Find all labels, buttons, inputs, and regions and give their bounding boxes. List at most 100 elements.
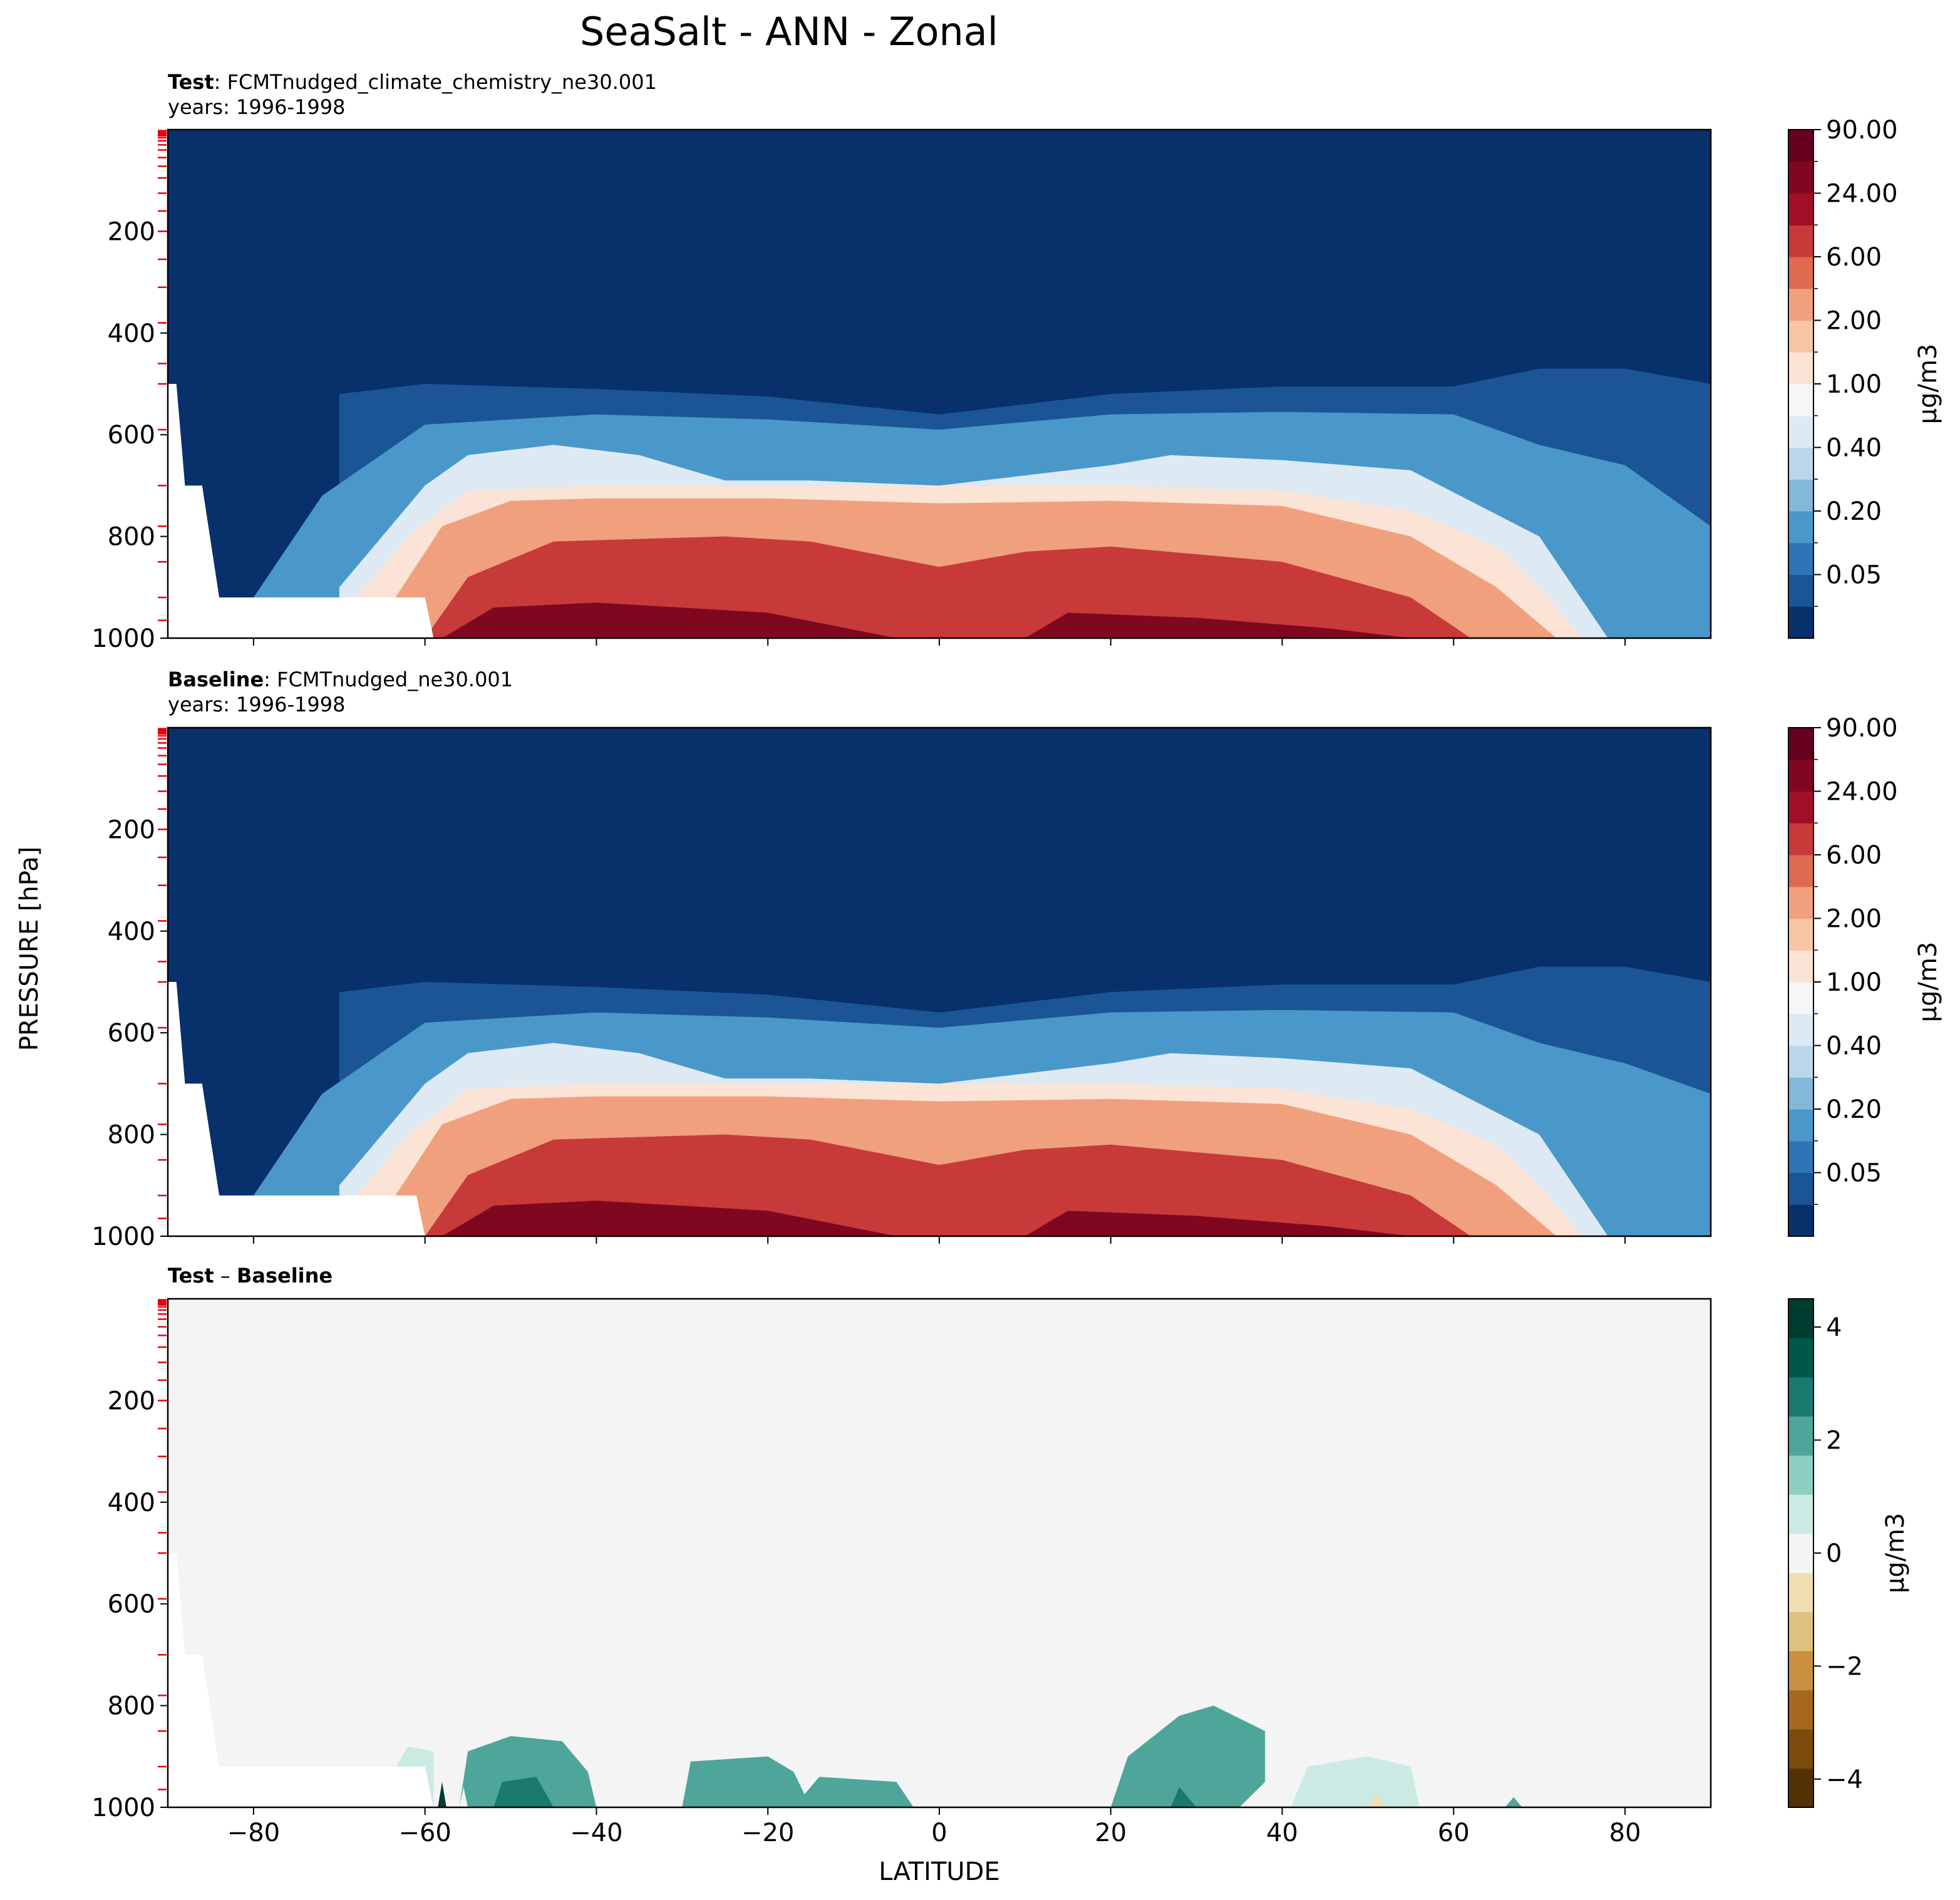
anomaly-8 — [1170, 1787, 1197, 1807]
colorbar-segment — [1788, 886, 1813, 919]
y-tick-label: 400 — [108, 917, 155, 946]
anomaly-10 — [1368, 1794, 1385, 1807]
colorbar-segment — [1788, 1651, 1813, 1691]
y-tick-label: 800 — [108, 1692, 155, 1721]
y-tick-label: 200 — [108, 217, 155, 246]
diff-panel-title: Test – Baseline — [168, 1264, 333, 1288]
y-tick-label: 200 — [108, 815, 155, 844]
colorbar-tick-label: 2 — [1826, 1427, 1842, 1455]
colorbar-tick-label: −4 — [1826, 1765, 1863, 1794]
anomaly-1 — [459, 1736, 597, 1807]
colorbar-units-label: μg/m3 — [1914, 942, 1942, 1023]
colorbar-segment — [1788, 728, 1813, 760]
colorbar-tick-label: 0.20 — [1826, 497, 1882, 526]
colorbar-segment — [1788, 225, 1813, 257]
anomaly-7 — [1110, 1705, 1266, 1807]
colorbar-segment — [1788, 950, 1813, 983]
colorbar-segment — [1788, 855, 1813, 887]
colorbar-segment — [1788, 1109, 1813, 1142]
colorbar-segment — [1788, 161, 1813, 194]
diff-label-test: Test — [168, 1264, 214, 1288]
x-tick-label: −40 — [570, 1819, 622, 1847]
x-tick-label: 60 — [1438, 1819, 1470, 1847]
diff-colorbar: 4 2 0 −2 −4 μg/m3 — [1788, 1298, 1910, 1808]
colorbar-segment — [1788, 1611, 1813, 1651]
colorbar-segment — [1788, 511, 1813, 544]
baseline-panel-years: years: 1996-1998 — [168, 693, 345, 716]
x-tick-label: −60 — [398, 1819, 451, 1847]
colorbar-segment — [1788, 1338, 1813, 1378]
colorbar-segment — [1788, 918, 1813, 951]
colorbar-tick-label: 2.00 — [1826, 905, 1882, 934]
colorbar-segment — [1788, 574, 1813, 607]
colorbar-segment — [1788, 606, 1813, 639]
masked-region — [168, 1553, 434, 1807]
test-label-case: : FCMTnudged_climate_chemistry_ne30.001 — [214, 70, 657, 94]
anomaly-5 — [682, 1756, 811, 1807]
colorbar-segment — [1788, 1376, 1813, 1417]
colorbar-tick-label: −2 — [1826, 1652, 1863, 1681]
contour-fill-background — [168, 1299, 1711, 1807]
anomaly-9 — [1291, 1756, 1420, 1807]
colorbar-segment — [1788, 1416, 1813, 1456]
colorbar-segment — [1788, 982, 1813, 1015]
colorbar-segment — [1788, 1455, 1813, 1495]
baseline-label-case: : FCMTnudged_ne30.001 — [264, 668, 513, 691]
colorbar-segment — [1788, 288, 1813, 321]
contour-band-6 — [442, 602, 897, 638]
model-level-markers — [158, 1299, 167, 1790]
colorbar-tick-label: 6.00 — [1826, 243, 1882, 272]
y-tick-label: 200 — [108, 1386, 155, 1415]
colorbar-segment — [1788, 1140, 1813, 1174]
colorbar-segment — [1788, 542, 1813, 576]
x-tick-label: −20 — [741, 1819, 794, 1847]
colorbar-segment — [1788, 1572, 1813, 1613]
diff-label-op: – — [214, 1264, 237, 1288]
colorbar-segment — [1788, 352, 1813, 385]
contour-band-7 — [1024, 612, 1411, 638]
colorbar-segment — [1788, 320, 1813, 353]
colorbar-tick-label: 4 — [1826, 1313, 1842, 1342]
y-tick-label: 600 — [108, 421, 155, 450]
contour-band-6 — [442, 1200, 897, 1236]
colorbar-tick-label: 1.00 — [1826, 370, 1882, 399]
colorbar-segment — [1788, 257, 1813, 289]
diff-label-baseline: Baseline — [237, 1264, 333, 1288]
y-tick-label: 800 — [108, 523, 155, 552]
model-level-markers — [158, 130, 167, 621]
colorbar-tick-label: 0.40 — [1826, 1032, 1882, 1061]
y-tick-label: 600 — [108, 1019, 155, 1048]
test-plot: 200 400 600 800 1000 — [91, 128, 1712, 653]
anomaly-6 — [793, 1777, 914, 1807]
x-tick-label: 80 — [1609, 1819, 1641, 1847]
y-tick-label: 400 — [108, 319, 155, 348]
anomaly-2 — [493, 1777, 554, 1807]
x-tick-label: 20 — [1095, 1819, 1127, 1847]
colorbar-units-label: μg/m3 — [1914, 344, 1942, 425]
colorbar-tick-label: 0.05 — [1826, 561, 1882, 590]
colorbar-segment — [1788, 1204, 1813, 1237]
colorbar-tick-label: 24.00 — [1826, 778, 1898, 807]
colorbar-segment — [1788, 791, 1813, 824]
colorbar-tick-label: 24.00 — [1826, 180, 1898, 209]
colorbar-segment — [1788, 193, 1813, 225]
anomaly-3 — [438, 1782, 446, 1807]
colorbar-segment — [1788, 823, 1813, 855]
test-panel-years: years: 1996-1998 — [168, 95, 345, 119]
model-level-markers — [158, 728, 167, 1219]
colorbar-tick-label: 90.00 — [1826, 116, 1898, 145]
colorbar-segment — [1788, 759, 1813, 792]
baseline-panel-title: Baseline: FCMTnudged_ne30.001 — [168, 668, 513, 691]
colorbar-segment — [1788, 1729, 1813, 1769]
test-label-bold: Test — [168, 70, 214, 94]
colorbar-segment — [1788, 415, 1813, 448]
colorbar-segment — [1788, 1045, 1813, 1078]
masked-region — [168, 982, 425, 1236]
colorbar-tick-label: 0 — [1826, 1539, 1842, 1568]
y-tick-label: 1000 — [91, 624, 155, 653]
baseline-colorbar: 90.00 24.00 6.00 2.00 1.00 0.40 0.20 0.05 μg/m3 — [1788, 714, 1942, 1237]
anomaly-4 — [459, 1787, 468, 1807]
colorbar-segment — [1788, 1533, 1813, 1573]
colorbar-segment — [1788, 1013, 1813, 1046]
test-panel-title: Test: FCMTnudged_climate_chemistry_ne30.… — [168, 70, 657, 94]
